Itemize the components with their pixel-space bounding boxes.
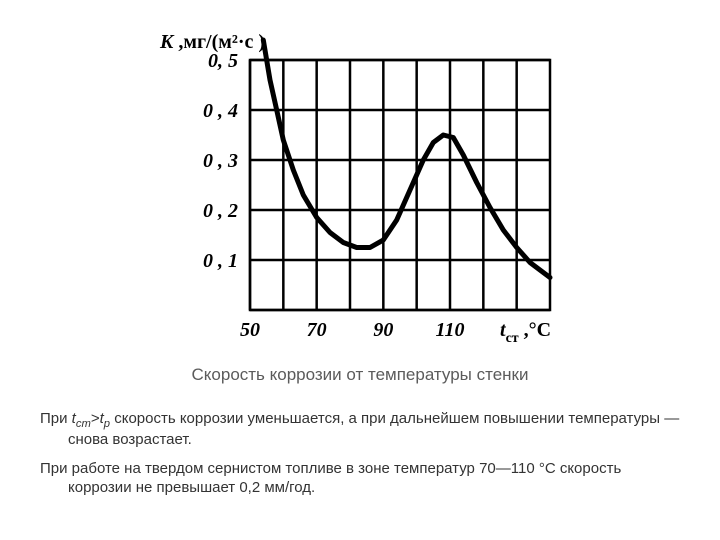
svg-text:0, 5: 0, 5 [208,50,238,72]
svg-text:0 , 1: 0 , 1 [203,250,238,272]
svg-text:70: 70 [307,319,327,341]
svg-text:0 , 4: 0 , 4 [203,100,238,122]
svg-text:90: 90 [373,319,393,341]
p1-gt: > [91,410,100,427]
chart-svg: 50 70 90 110 tст ,°C 0 , 1 0 , 2 0 , 3 0 , 4 0, 5… [120,20,590,360]
svg-text:0 , 2: 0 , 2 [203,200,238,222]
p1-sub1: ст [76,418,91,430]
paragraph-2: При работе на твердом сернистом топливе … [40,460,680,498]
paragraph-1: При tст>tр скорость коррозии уменьшается… [40,410,680,450]
svg-text:0 , 3: 0 , 3 [203,150,238,172]
svg-text:tст ,°C: tст ,°C [500,319,551,346]
corrosion-chart: 50 70 90 110 tст ,°C 0 , 1 0 , 2 0 , 3 0 , 4 0, 5… [120,20,590,360]
p1-pre: При [40,410,72,427]
svg-text:K ,мг/(м²·с ): K ,мг/(м²·с ) [159,31,265,53]
slide-root: 50 70 90 110 tст ,°C 0 , 1 0 , 2 0 , 3 0 , 4 0, 5… [0,0,720,540]
p1-post: скорость коррозии уменьшается, а при дал… [68,410,679,448]
svg-text:110: 110 [436,319,465,341]
p2-text: При работе на твердом сернистом топливе … [40,460,680,498]
svg-text:50: 50 [240,319,260,341]
chart-caption: Скорость коррозии от температуры стенки [0,365,720,385]
